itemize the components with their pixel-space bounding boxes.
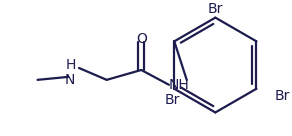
Text: Br: Br <box>274 89 290 103</box>
Text: Br: Br <box>165 92 180 106</box>
Text: NH: NH <box>168 78 189 92</box>
Text: Br: Br <box>208 2 223 16</box>
Text: O: O <box>136 32 147 46</box>
Text: N: N <box>65 73 75 87</box>
Text: H: H <box>66 58 76 72</box>
